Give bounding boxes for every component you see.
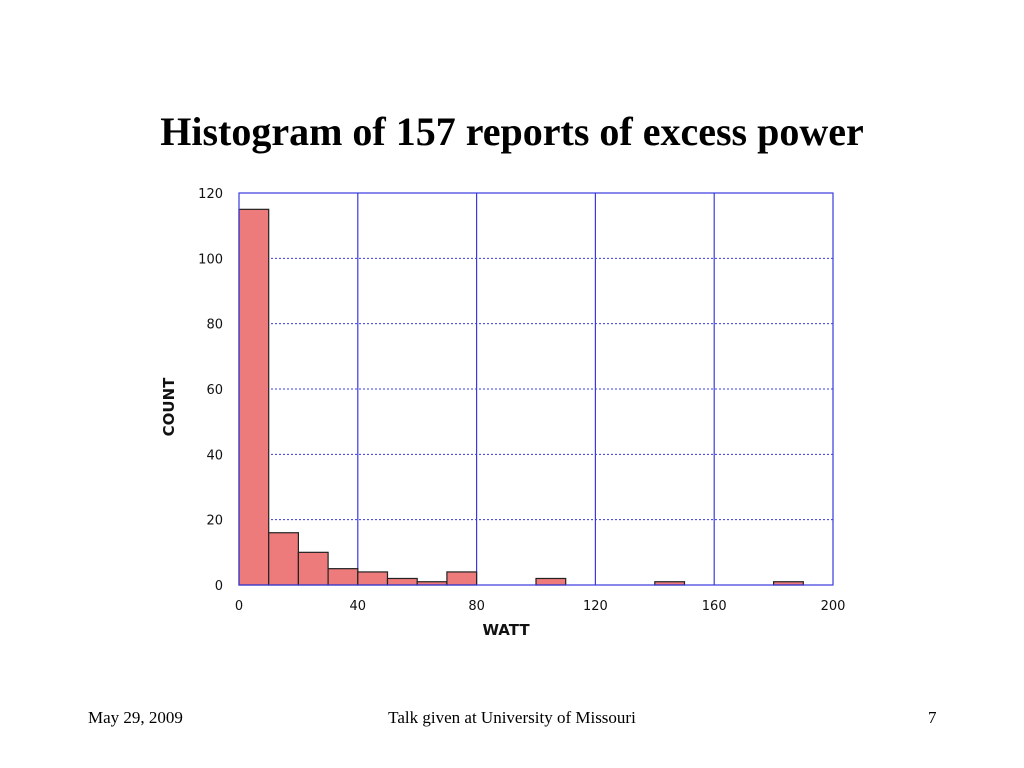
x-tick-labels: 0 40 80 120 160 200	[235, 599, 846, 614]
y-tick-label: 120	[198, 187, 223, 202]
histogram-chart: 0 20 40 60 80 100 120 0 40 80 120 160 200 WATT COUN…	[160, 187, 846, 635]
x-tick-label: 40	[350, 599, 367, 614]
y-tick-label: 0	[215, 579, 223, 594]
histogram-bars	[238, 208, 804, 586]
y-tick-labels: 0 20 40 60 80 100 120	[198, 187, 223, 594]
histogram-bar	[268, 532, 299, 586]
footer-talk-title: Talk given at University of Missouri	[388, 708, 636, 727]
y-tick-label: 60	[206, 383, 223, 398]
y-tick-label: 40	[206, 448, 223, 463]
histogram-bar	[357, 571, 389, 586]
x-axis-label: WATT	[482, 621, 530, 635]
footer-page-number: 7	[928, 708, 937, 727]
y-tick-label: 20	[206, 514, 223, 529]
histogram-bar	[327, 568, 359, 586]
histogram-bar	[535, 577, 567, 586]
x-tick-label: 0	[235, 599, 243, 614]
histogram-bar	[446, 571, 478, 586]
footer-date: May 29, 2009	[88, 708, 183, 727]
histogram-bar	[386, 577, 418, 586]
y-axis-label: COUNT	[160, 377, 178, 436]
plot-frame	[238, 192, 834, 586]
x-tick-label: 200	[821, 599, 846, 614]
x-tick-label: 80	[468, 599, 485, 614]
histogram-bar	[297, 551, 329, 586]
histogram-bar	[238, 208, 270, 586]
y-tick-label: 100	[198, 252, 223, 267]
y-tick-label: 80	[206, 318, 223, 333]
grid-lines	[239, 193, 833, 585]
slide-title: Histogram of 157 reports of excess power	[160, 109, 864, 154]
x-tick-label: 160	[702, 599, 727, 614]
x-tick-label: 120	[583, 599, 608, 614]
